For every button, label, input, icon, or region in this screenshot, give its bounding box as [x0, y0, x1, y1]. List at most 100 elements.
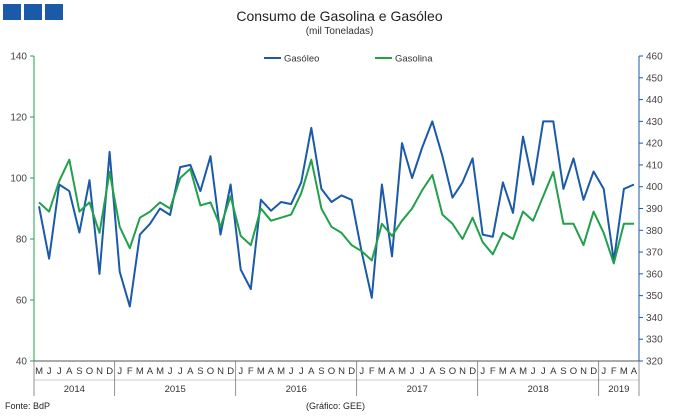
- x-month-label: A: [308, 366, 315, 377]
- x-month-label: A: [631, 366, 638, 377]
- x-month-label: S: [560, 366, 566, 377]
- x-month-label: M: [378, 366, 386, 377]
- y-axis-left: 40 60 80 100 120 140: [10, 52, 35, 368]
- y-axis-right: 320 330 340 350 360 370 380 390 400 410 420 430 440 4…: [638, 52, 663, 368]
- x-month-label: M: [35, 366, 43, 377]
- x-month-label: F: [127, 366, 133, 377]
- logo-block-2: [24, 4, 42, 20]
- x-month-label: D: [227, 366, 234, 377]
- y-right-tick-label: 360: [646, 269, 663, 280]
- y-right-tick-label: 390: [646, 204, 663, 215]
- series-group: [38, 120, 635, 308]
- x-month-label: J: [601, 366, 606, 377]
- brand-logo: [3, 4, 63, 20]
- x-year-label: 2017: [407, 384, 428, 395]
- x-month-label: J: [541, 366, 546, 377]
- x-month-label: A: [389, 366, 396, 377]
- y-right-tick-label: 380: [646, 226, 663, 237]
- y-left-tick-label: 60: [16, 296, 28, 307]
- x-month-label: O: [207, 366, 214, 377]
- y-right-tick-label: 420: [646, 139, 663, 150]
- y-right-tick-label: 370: [646, 248, 663, 259]
- x-month-label: A: [550, 366, 557, 377]
- y-right-tick-label: 430: [646, 117, 663, 128]
- x-month-label: O: [328, 366, 335, 377]
- y-left-tick-label: 140: [10, 52, 27, 63]
- x-month-label: N: [217, 366, 224, 377]
- y-right-tick-label: 460: [646, 52, 663, 63]
- x-month-label: M: [620, 366, 628, 377]
- x-month-label: N: [459, 366, 466, 377]
- x-month-label: A: [510, 366, 517, 377]
- legend-label-gasolina: Gasolina: [395, 54, 433, 65]
- x-month-label: F: [248, 366, 254, 377]
- x-month-label: J: [289, 366, 294, 377]
- x-year-label: 2014: [64, 384, 85, 395]
- y-right-tick-label: 350: [646, 291, 663, 302]
- y-left-tick-label: 120: [10, 113, 27, 124]
- x-month-label: J: [168, 366, 173, 377]
- x-month-label: N: [580, 366, 587, 377]
- x-month-label: J: [178, 366, 183, 377]
- x-month-label: J: [117, 366, 122, 377]
- chart-subtitle: (mil Toneladas): [305, 26, 374, 37]
- x-month-label: A: [268, 366, 275, 377]
- y-right-tick-label: 440: [646, 95, 663, 106]
- x-month-label: F: [369, 366, 375, 377]
- x-month-label: M: [156, 366, 164, 377]
- y-right-tick-label: 410: [646, 160, 663, 171]
- x-month-label: J: [410, 366, 415, 377]
- y-left-tick-label: 80: [16, 235, 28, 246]
- x-month-label: M: [257, 366, 265, 377]
- x-month-label: S: [197, 366, 203, 377]
- x-month-label: A: [66, 366, 73, 377]
- x-month-label: S: [318, 366, 324, 377]
- y-left-tick-label: 40: [16, 357, 28, 368]
- x-month-label: J: [420, 366, 425, 377]
- y-right-tick-label: 400: [646, 182, 663, 193]
- x-month-label: D: [348, 366, 355, 377]
- x-month-label: M: [398, 366, 406, 377]
- y-right-tick-label: 320: [646, 357, 663, 368]
- legend-label-gasoleo: Gasóleo: [284, 54, 319, 65]
- series-line-gasolina: [38, 158, 634, 265]
- x-month-label: O: [449, 366, 456, 377]
- x-month-label: A: [429, 366, 436, 377]
- chart-credit: (Gráfico: GEE): [306, 401, 366, 411]
- x-month-label: D: [590, 366, 597, 377]
- x-month-label: A: [187, 366, 194, 377]
- x-month-label: N: [338, 366, 345, 377]
- y-right-tick-label: 340: [646, 313, 663, 324]
- x-year-label: 2016: [286, 384, 307, 395]
- x-month-label: O: [86, 366, 93, 377]
- x-month-label: J: [299, 366, 304, 377]
- x-month-label: D: [106, 366, 113, 377]
- x-month-label: M: [136, 366, 144, 377]
- x-month-label: S: [76, 366, 82, 377]
- chart-title: Consumo de Gasolina e Gasóleo: [236, 8, 443, 24]
- source-note: Fonte: BdP: [5, 401, 51, 411]
- y-right-tick-label: 450: [646, 73, 663, 84]
- logo-block-3: [45, 4, 63, 20]
- x-month-label: J: [47, 366, 52, 377]
- x-year-label: 2019: [608, 384, 629, 395]
- x-month-label: O: [570, 366, 577, 377]
- x-month-label: J: [57, 366, 62, 377]
- x-month-label: N: [96, 366, 103, 377]
- x-month-label: J: [531, 366, 536, 377]
- x-month-label: M: [499, 366, 507, 377]
- series-line-gasoleo: [38, 120, 635, 308]
- x-month-label: J: [359, 366, 364, 377]
- x-month-label: S: [439, 366, 445, 377]
- logo-block-1: [3, 4, 21, 20]
- x-month-label: J: [238, 366, 243, 377]
- x-month-label: F: [490, 366, 496, 377]
- x-month-label: M: [519, 366, 527, 377]
- x-month-label: A: [147, 366, 154, 377]
- x-month-label: F: [611, 366, 617, 377]
- x-year-label: 2018: [528, 384, 549, 395]
- x-month-label: D: [469, 366, 476, 377]
- y-left-tick-label: 100: [10, 174, 27, 185]
